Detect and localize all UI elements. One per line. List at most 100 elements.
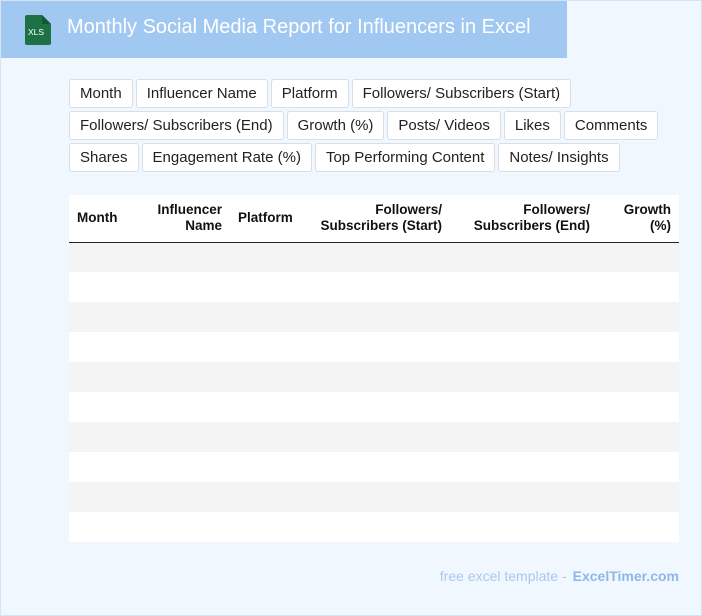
table-header-row: Month Influencer Name Platform Followers/… [69, 195, 679, 243]
table-cell[interactable] [310, 422, 450, 452]
table-cell[interactable] [145, 362, 230, 392]
table-cell[interactable] [450, 242, 598, 272]
table-cell[interactable] [69, 452, 145, 482]
table-cell[interactable] [230, 482, 310, 512]
tag-followers-start[interactable]: Followers/ Subscribers (Start) [351, 79, 572, 108]
table-cell[interactable] [450, 452, 598, 482]
tag-posts-videos[interactable]: Posts/ Videos [387, 111, 501, 140]
table-cell[interactable] [598, 242, 679, 272]
table-cell[interactable] [230, 362, 310, 392]
tag-followers-end[interactable]: Followers/ Subscribers (End) [69, 111, 284, 140]
xls-icon-label: XLS [28, 27, 44, 37]
table-cell[interactable] [598, 452, 679, 482]
table-cell[interactable] [145, 422, 230, 452]
column-tag-list: Month Influencer Name Platform Followers… [69, 79, 669, 172]
table-cell[interactable] [310, 272, 450, 302]
tag-comments[interactable]: Comments [563, 111, 659, 140]
table-cell[interactable] [450, 272, 598, 302]
table-cell[interactable] [145, 332, 230, 362]
table-cell[interactable] [598, 272, 679, 302]
table-cell[interactable] [450, 362, 598, 392]
tag-shares[interactable]: Shares [69, 143, 139, 172]
table-cell[interactable] [69, 302, 145, 332]
table-cell[interactable] [230, 452, 310, 482]
table-row [69, 302, 679, 332]
table-cell[interactable] [450, 332, 598, 362]
table-cell[interactable] [69, 332, 145, 362]
table-cell[interactable] [69, 512, 145, 542]
table-cell[interactable] [145, 272, 230, 302]
table-cell[interactable] [69, 482, 145, 512]
table-cell[interactable] [145, 482, 230, 512]
table-cell[interactable] [69, 242, 145, 272]
tag-engagement-rate[interactable]: Engagement Rate (%) [141, 143, 312, 172]
col-header-followers-start: Followers/Subscribers (Start) [310, 195, 450, 243]
xls-file-icon: XLS [25, 15, 51, 45]
table-cell[interactable] [310, 332, 450, 362]
col-header-month: Month [69, 195, 145, 243]
table-cell[interactable] [145, 512, 230, 542]
table-row [69, 272, 679, 302]
table-row [69, 422, 679, 452]
table-row [69, 452, 679, 482]
table-cell[interactable] [598, 422, 679, 452]
table-cell[interactable] [450, 482, 598, 512]
table-row [69, 242, 679, 272]
footer-credit: free excel template - ExcelTimer.com [440, 568, 679, 584]
table-cell[interactable] [598, 362, 679, 392]
title-banner: XLS Monthly Social Media Report for Infl… [1, 1, 567, 58]
table-cell[interactable] [145, 302, 230, 332]
table-cell[interactable] [230, 392, 310, 422]
table-cell[interactable] [598, 512, 679, 542]
table-cell[interactable] [310, 482, 450, 512]
table-cell[interactable] [310, 302, 450, 332]
table-cell[interactable] [310, 452, 450, 482]
table-cell[interactable] [230, 272, 310, 302]
table-cell[interactable] [310, 392, 450, 422]
table-cell[interactable] [145, 242, 230, 272]
table-row [69, 362, 679, 392]
col-header-platform: Platform [230, 195, 310, 243]
table-cell[interactable] [230, 422, 310, 452]
table-row [69, 482, 679, 512]
table-cell[interactable] [450, 302, 598, 332]
table-cell[interactable] [69, 392, 145, 422]
table-cell[interactable] [145, 392, 230, 422]
table-cell[interactable] [145, 452, 230, 482]
table-cell[interactable] [230, 242, 310, 272]
table-cell[interactable] [598, 482, 679, 512]
table-row [69, 332, 679, 362]
tag-growth[interactable]: Growth (%) [286, 111, 385, 140]
table-cell[interactable] [310, 512, 450, 542]
table-cell[interactable] [450, 422, 598, 452]
table-cell[interactable] [598, 302, 679, 332]
table-cell[interactable] [69, 272, 145, 302]
tag-influencer-name[interactable]: Influencer Name [135, 79, 268, 108]
table-cell[interactable] [230, 302, 310, 332]
table-cell[interactable] [69, 422, 145, 452]
table-cell[interactable] [450, 512, 598, 542]
table-row [69, 512, 679, 542]
table-cell[interactable] [310, 242, 450, 272]
tag-platform[interactable]: Platform [270, 79, 349, 108]
table-cell[interactable] [598, 392, 679, 422]
col-header-growth: Growth (%) [598, 195, 679, 243]
table-cell[interactable] [450, 392, 598, 422]
col-header-followers-end: Followers/Subscribers (End) [450, 195, 598, 243]
table-cell[interactable] [598, 332, 679, 362]
table-row [69, 392, 679, 422]
table-cell[interactable] [69, 362, 145, 392]
tag-notes-insights[interactable]: Notes/ Insights [498, 143, 620, 172]
footer-prefix: free excel template - [439, 568, 567, 584]
table-cell[interactable] [230, 332, 310, 362]
spreadsheet-preview: Month Influencer Name Platform Followers/… [69, 195, 679, 542]
tag-likes[interactable]: Likes [503, 111, 561, 140]
page-title: Monthly Social Media Report for Influenc… [67, 16, 531, 38]
tag-month[interactable]: Month [69, 79, 133, 108]
report-table: Month Influencer Name Platform Followers/… [69, 195, 679, 542]
footer-brand-link[interactable]: ExcelTimer.com [572, 568, 679, 584]
table-cell[interactable] [310, 362, 450, 392]
tag-top-performing-content[interactable]: Top Performing Content [314, 143, 496, 172]
table-cell[interactable] [230, 512, 310, 542]
